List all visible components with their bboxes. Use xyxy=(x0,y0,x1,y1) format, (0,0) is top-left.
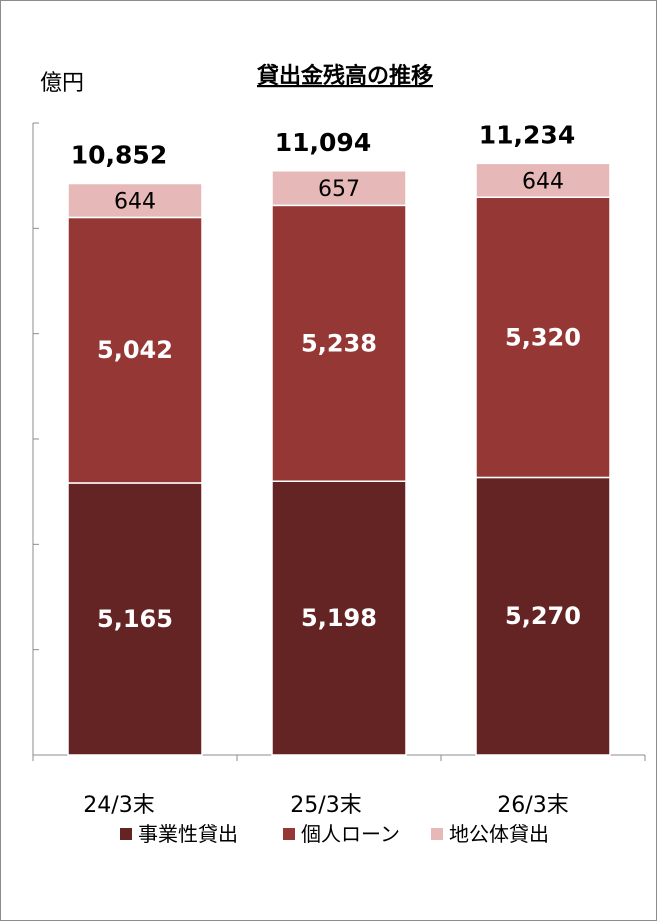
legend-swatch xyxy=(120,828,132,840)
bar-total-label: 10,852 xyxy=(71,141,167,170)
bar-segment-label-business: 5,270 xyxy=(505,602,581,630)
bar-segment-label-personal: 5,238 xyxy=(301,329,377,357)
bar-segment-label-public: 644 xyxy=(114,189,156,214)
x-tick-label: 25/3末 xyxy=(290,793,361,818)
legend-label: 事業性貸出 xyxy=(138,822,238,846)
bar-segment-label-public: 657 xyxy=(318,177,360,202)
legend-swatch xyxy=(431,828,443,840)
bar-segment-business-loan xyxy=(67,482,203,756)
bar-segment-business-loan xyxy=(475,476,611,756)
legend-swatch xyxy=(283,828,295,840)
bar-total-label: 11,234 xyxy=(479,120,575,149)
bar-segment-business-loan xyxy=(271,480,407,756)
y-axis-unit-label: 億円 xyxy=(40,71,84,96)
bar-segment-public-loan xyxy=(475,162,611,199)
legend-label: 地公体貸出 xyxy=(449,822,549,846)
bar-total-label: 11,094 xyxy=(275,128,371,157)
bar-segment-personal-loan xyxy=(67,216,203,484)
bar-segment-public-loan xyxy=(67,182,203,219)
bar-segment-public-loan xyxy=(271,170,407,207)
x-tick-label: 24/3末 xyxy=(83,793,154,818)
legend-label: 個人ローン xyxy=(301,822,400,846)
chart-title: 貸出金残高の推移 xyxy=(256,63,433,89)
bar-segment-personal-loan xyxy=(271,204,407,482)
bar-segment-label-public: 644 xyxy=(522,169,564,194)
bar-segment-personal-loan xyxy=(475,196,611,479)
bar-segment-label-personal: 5,320 xyxy=(505,323,581,351)
x-tick-label: 26/3末 xyxy=(497,793,568,818)
bar-segment-label-personal: 5,042 xyxy=(97,336,173,364)
bar-segment-label-business: 5,198 xyxy=(301,604,377,632)
bar-segment-label-business: 5,165 xyxy=(97,605,173,633)
